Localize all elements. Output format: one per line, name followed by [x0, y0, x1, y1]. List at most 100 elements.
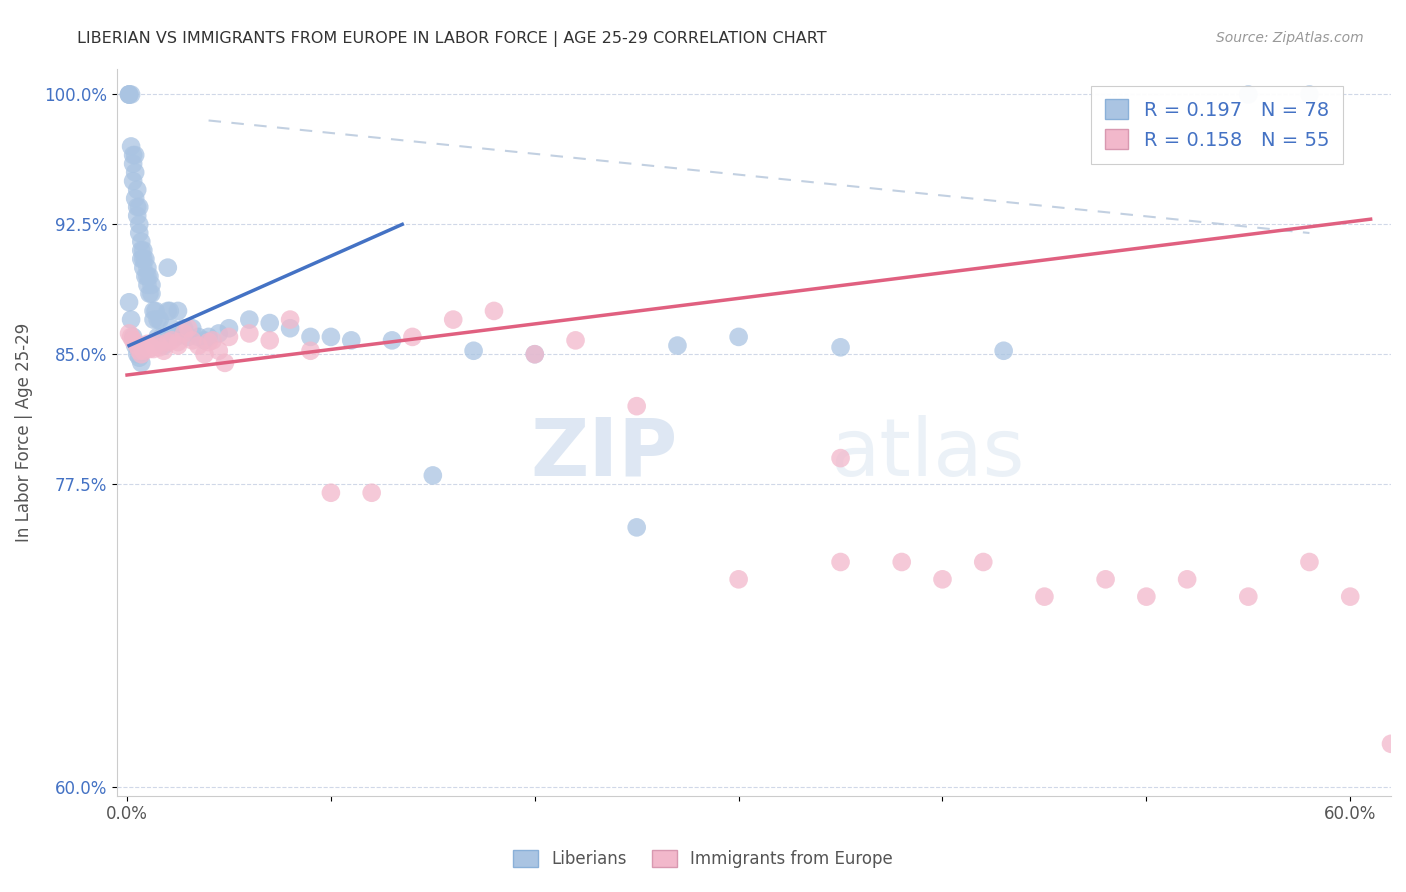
- Point: [422, 468, 444, 483]
- Point: [1094, 572, 1116, 586]
- Point: [128, 200, 150, 214]
- Point: [132, 343, 155, 358]
- Point: [152, 343, 174, 358]
- Text: Source: ZipAtlas.com: Source: ZipAtlas.com: [1216, 31, 1364, 45]
- Point: [523, 347, 546, 361]
- Text: ZIP: ZIP: [530, 415, 678, 493]
- Point: [150, 330, 173, 344]
- Point: [128, 351, 150, 365]
- Point: [890, 555, 912, 569]
- Point: [727, 330, 749, 344]
- Point: [129, 347, 152, 361]
- Point: [278, 321, 301, 335]
- Point: [159, 304, 181, 318]
- Point: [134, 269, 156, 284]
- Point: [122, 330, 145, 344]
- Point: [156, 335, 179, 350]
- Point: [129, 244, 152, 258]
- Point: [177, 321, 200, 335]
- Point: [830, 555, 852, 569]
- Point: [1033, 590, 1056, 604]
- Point: [218, 321, 240, 335]
- Point: [972, 555, 994, 569]
- Point: [208, 343, 231, 358]
- Point: [1175, 572, 1198, 586]
- Point: [830, 451, 852, 466]
- Point: [129, 252, 152, 266]
- Point: [134, 252, 156, 266]
- Point: [441, 312, 464, 326]
- Point: [124, 191, 146, 205]
- Point: [122, 174, 145, 188]
- Point: [993, 343, 1015, 358]
- Point: [214, 356, 236, 370]
- Point: [177, 330, 200, 344]
- Point: [120, 87, 142, 102]
- Point: [127, 338, 149, 352]
- Point: [482, 304, 505, 318]
- Point: [122, 157, 145, 171]
- Point: [122, 148, 145, 162]
- Point: [181, 334, 204, 348]
- Point: [141, 340, 163, 354]
- Point: [127, 347, 149, 361]
- Point: [167, 338, 190, 352]
- Point: [118, 326, 141, 341]
- Point: [1237, 590, 1260, 604]
- Point: [118, 87, 141, 102]
- Text: atlas: atlas: [831, 415, 1025, 493]
- Point: [132, 260, 155, 275]
- Point: [128, 343, 150, 358]
- Point: [127, 183, 149, 197]
- Point: [1298, 555, 1320, 569]
- Point: [146, 312, 169, 326]
- Point: [138, 342, 160, 356]
- Point: [523, 347, 546, 361]
- Point: [360, 485, 382, 500]
- Point: [136, 277, 159, 292]
- Point: [626, 520, 648, 534]
- Point: [124, 338, 146, 352]
- Point: [142, 304, 165, 318]
- Point: [149, 340, 172, 354]
- Point: [146, 336, 169, 351]
- Point: [299, 343, 322, 358]
- Point: [136, 260, 159, 275]
- Point: [319, 485, 342, 500]
- Point: [118, 87, 141, 102]
- Point: [238, 312, 260, 326]
- Point: [141, 286, 163, 301]
- Point: [136, 269, 159, 284]
- Point: [120, 312, 142, 326]
- Point: [136, 336, 159, 351]
- Point: [149, 312, 172, 326]
- Point: [145, 304, 167, 318]
- Point: [1339, 590, 1361, 604]
- Point: [1298, 87, 1320, 102]
- Point: [193, 334, 215, 348]
- Point: [124, 148, 146, 162]
- Point: [201, 334, 224, 348]
- Point: [931, 572, 953, 586]
- Point: [167, 304, 190, 318]
- Point: [193, 347, 215, 361]
- Point: [173, 326, 195, 341]
- Point: [156, 260, 179, 275]
- Point: [141, 277, 163, 292]
- Point: [1237, 87, 1260, 102]
- Y-axis label: In Labor Force | Age 25-29: In Labor Force | Age 25-29: [15, 323, 32, 541]
- Legend: Liberians, Immigrants from Europe: Liberians, Immigrants from Europe: [506, 843, 900, 875]
- Point: [259, 334, 281, 348]
- Point: [122, 334, 145, 348]
- Point: [319, 330, 342, 344]
- Point: [120, 139, 142, 153]
- Point: [187, 330, 209, 344]
- Point: [132, 244, 155, 258]
- Point: [727, 572, 749, 586]
- Point: [238, 326, 260, 341]
- Point: [197, 330, 219, 344]
- Point: [381, 334, 404, 348]
- Point: [128, 226, 150, 240]
- Point: [340, 334, 363, 348]
- Point: [128, 218, 150, 232]
